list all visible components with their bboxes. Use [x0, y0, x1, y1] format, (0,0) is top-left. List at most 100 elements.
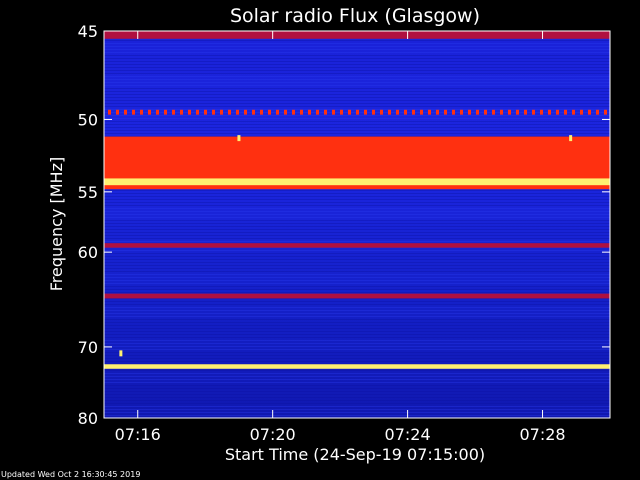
x-tick-label-2: 07:24: [385, 425, 431, 444]
band-1-dot: [380, 109, 383, 115]
texture-row: [104, 100, 610, 101]
band-1-dot: [348, 109, 351, 115]
band-1-dot: [164, 109, 167, 115]
texture-row: [104, 52, 610, 53]
x-tick-label-1: 07:20: [250, 425, 296, 444]
band-1-dot: [284, 109, 287, 115]
band-1-dot: [196, 109, 199, 115]
band-1-dot: [396, 109, 399, 115]
texture-row: [104, 328, 610, 329]
band-1-dot: [244, 109, 247, 115]
texture-row: [104, 196, 610, 197]
band-1-dot: [500, 109, 503, 115]
texture-row: [104, 271, 610, 272]
texture-row: [104, 253, 610, 254]
band-1-dot: [564, 109, 567, 115]
band-1-dot: [412, 109, 415, 115]
texture-row: [104, 379, 610, 380]
texture-row: [104, 43, 610, 44]
texture-row: [104, 376, 610, 377]
y-axis-ticks: 45 50 55 60 70 80: [78, 22, 610, 428]
band-1-dot: [388, 109, 391, 115]
band-1-dot: [572, 109, 575, 115]
band-1-dot: [444, 109, 447, 115]
band-1-dot: [484, 109, 487, 115]
band-1-dot: [260, 109, 263, 115]
texture-row: [104, 259, 610, 260]
band-1-dot: [468, 109, 471, 115]
texture-row: [104, 310, 610, 311]
band-1-dot: [220, 109, 223, 115]
texture-row: [104, 223, 610, 224]
band-1-dot: [148, 109, 151, 115]
texture-row: [104, 352, 610, 353]
texture-row: [104, 58, 610, 59]
plot-area: [103, 30, 611, 419]
texture-row: [104, 409, 610, 410]
band-1-dot: [420, 109, 423, 115]
texture-row: [104, 232, 610, 233]
texture-row: [104, 343, 610, 344]
band-1-dot: [332, 109, 335, 115]
band-1-dot: [132, 109, 135, 115]
band-6: [104, 364, 610, 369]
texture-row: [104, 403, 610, 404]
band-1-dot: [212, 109, 215, 115]
texture-row: [104, 412, 610, 413]
x-axis-label: Start Time (24-Sep-19 07:15:00): [225, 445, 485, 464]
texture-row: [104, 313, 610, 314]
band-1-dot: [460, 109, 463, 115]
texture-row: [104, 130, 610, 131]
texture-row: [104, 394, 610, 395]
band-1-dot: [300, 109, 303, 115]
y-tick-label-3: 60: [78, 243, 98, 262]
band-1-dot: [404, 109, 407, 115]
texture-row: [104, 280, 610, 281]
texture-row: [104, 346, 610, 347]
texture-row: [104, 340, 610, 341]
band-1-dot: [492, 109, 495, 115]
texture-row: [104, 301, 610, 302]
band-1-dot: [308, 109, 311, 115]
texture-row: [104, 265, 610, 266]
texture-row: [104, 133, 610, 134]
texture-row: [104, 202, 610, 203]
band-1-dot: [524, 109, 527, 115]
texture-row: [104, 55, 610, 56]
texture-row: [104, 73, 610, 74]
band-1-dot: [156, 109, 159, 115]
band-1-dot: [596, 109, 599, 115]
band-1-dot: [540, 109, 543, 115]
band-1-dot: [588, 109, 591, 115]
texture-row: [104, 79, 610, 80]
texture-row: [104, 67, 610, 68]
texture-row: [104, 334, 610, 335]
texture-row: [104, 136, 610, 137]
band-1-dot: [516, 109, 519, 115]
texture-row: [104, 211, 610, 212]
y-tick-label-5: 80: [78, 409, 98, 428]
texture-row: [104, 115, 610, 116]
band-1-dot: [124, 109, 127, 115]
texture-row: [104, 61, 610, 62]
band-1-dot: [252, 109, 255, 115]
band-1-dot: [268, 109, 271, 115]
band-4: [104, 243, 610, 248]
texture-row: [104, 370, 610, 371]
texture-row: [104, 391, 610, 392]
texture-row: [104, 385, 610, 386]
band-1-dot: [276, 109, 279, 115]
band-1-dot: [316, 109, 319, 115]
texture-row: [104, 121, 610, 122]
texture-row: [104, 97, 610, 98]
texture-row: [104, 388, 610, 389]
texture-row: [104, 46, 610, 47]
texture-row: [104, 307, 610, 308]
band-1-dot: [188, 109, 191, 115]
texture-row: [104, 361, 610, 362]
y-axis-label: Frequency [MHz]: [47, 157, 66, 291]
band-0: [104, 31, 610, 39]
band-1-dot: [140, 109, 143, 115]
texture-row: [104, 355, 610, 356]
